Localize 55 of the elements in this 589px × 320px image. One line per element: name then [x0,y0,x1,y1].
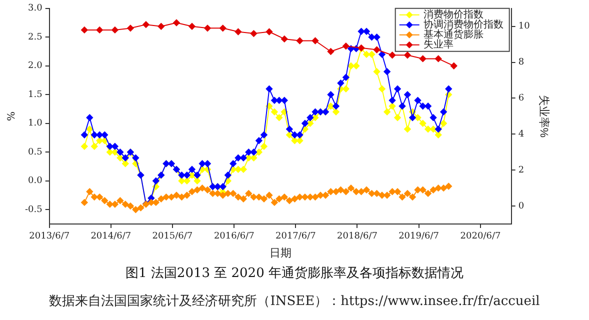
x-axis-title: 日期 [269,247,292,260]
legend-label: 失业率 [423,38,454,50]
point [219,24,226,32]
point [234,28,242,36]
x-tick-label: 2018/6/7 [337,232,378,242]
point [204,24,212,32]
point [80,26,88,34]
point [96,26,104,34]
y-tick-label: 0.5 [28,147,43,158]
x-tick-label: 2019/6/7 [398,232,440,242]
x-tick-label: 2017/6/7 [275,232,316,242]
point [126,24,134,32]
y-axis-title: % [6,111,18,121]
point [172,19,180,26]
x-tick-label: 2014/6/7 [90,232,132,242]
point [419,55,426,62]
point [434,55,442,62]
y-tick-label: 0.0 [28,176,43,186]
point [373,46,380,54]
point [266,28,273,36]
y-tick-label: 1.0 [28,118,43,129]
point [188,22,196,30]
point [111,26,119,34]
y2-tick-label: 2 [518,165,524,176]
caption: 图1 法国2013 至 2020 年通货膨胀率及各项指标数据情况 [124,265,464,282]
x-tick-label: 2015/6/7 [152,232,193,242]
point [327,48,334,56]
y2-tick-label: 8 [518,58,524,68]
point [404,52,412,59]
point [342,42,350,50]
point [450,62,458,70]
legend-label: 基本通货膨胀 [423,28,484,40]
x-tick-label: 2020/6/7 [460,232,501,242]
y-tick-label: 1.5 [28,90,43,100]
point [280,35,288,43]
text: 数据来自法国国家统计及经济研究所（INSEE）：https://www.insee.fr/fr/accueil [48,293,541,310]
x-tick-label: 2016/6/7 [214,232,255,242]
y2-axis-title: 失业率% [537,94,550,138]
y2-tick-label: 4 [518,130,524,140]
legend-label: 消费物价指数 [423,8,484,20]
point [142,20,150,28]
point [250,30,258,38]
y2-tick-label: 0 [518,201,524,212]
y2-tick-label: 6 [518,94,524,104]
y-tick-label: -0.5 [24,204,43,215]
point [312,37,319,44]
point [388,52,396,59]
point [296,37,304,44]
y-tick-label: 3.0 [28,4,43,14]
y-tick-label: 2.0 [28,61,43,72]
legend-label: 协调消费物价指数 [423,18,504,30]
x-tick-label: 2013/6/7 [29,232,70,242]
y2-tick-label: 10 [518,22,530,32]
point [158,22,165,30]
y-tick-label: 2.5 [28,32,43,42]
